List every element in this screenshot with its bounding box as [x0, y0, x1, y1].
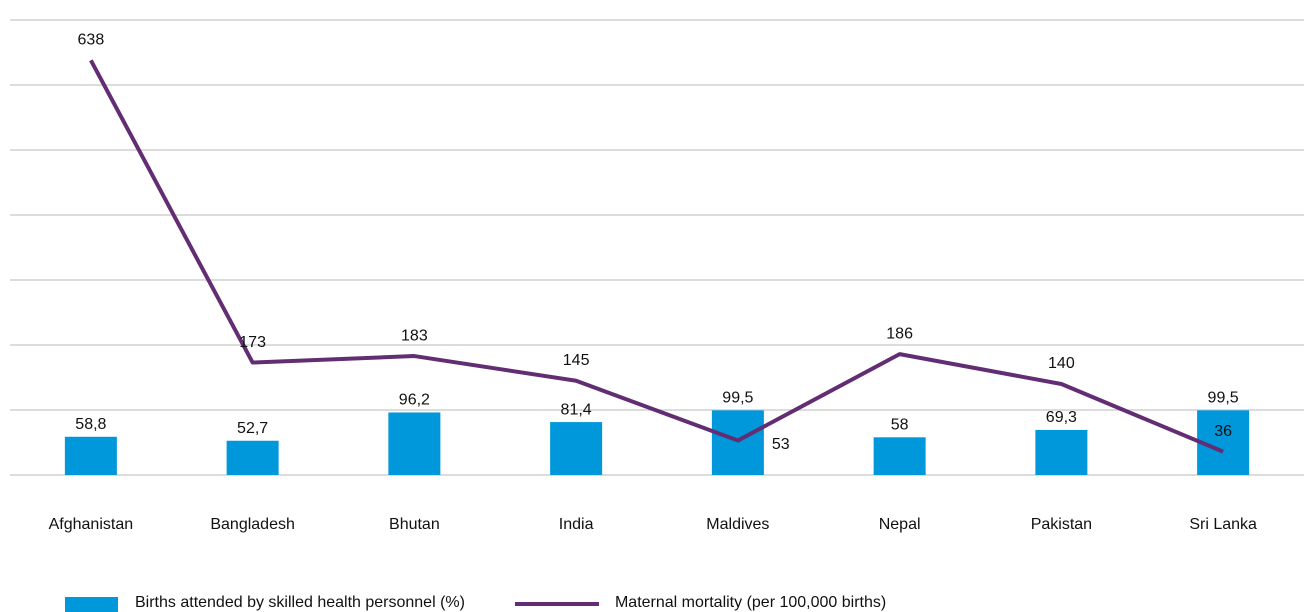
- bar-value-label: 52,7: [237, 420, 268, 437]
- x-tick-label: Pakistan: [1031, 516, 1092, 533]
- x-tick-label: Bangladesh: [210, 516, 295, 533]
- bar-value-label: 69,3: [1046, 409, 1077, 426]
- bar: [226, 440, 279, 475]
- bar-value-label: 81,4: [561, 401, 592, 418]
- x-tick-label: Sri Lanka: [1189, 516, 1257, 533]
- line-value-label: 145: [563, 352, 590, 369]
- x-tick-label: Maldives: [706, 516, 769, 533]
- bar: [1035, 429, 1088, 475]
- line-value-label: 53: [772, 436, 790, 453]
- bar: [388, 412, 441, 475]
- bar-value-label: 58: [891, 417, 909, 434]
- line: [89, 59, 1224, 454]
- legend-swatch: [65, 597, 118, 612]
- line-value-label: 36: [1214, 423, 1232, 440]
- line-value-label: 186: [886, 325, 913, 342]
- line-value-label: 638: [78, 32, 105, 49]
- legend-label: Maternal mortality (per 100,000 births): [615, 594, 886, 611]
- bar-value-label: 99,5: [1208, 390, 1239, 407]
- bar: [711, 410, 764, 475]
- x-tick-label: India: [559, 516, 594, 533]
- bar: [873, 437, 926, 475]
- x-tick-label: Nepal: [879, 516, 921, 533]
- bar: [550, 422, 603, 475]
- bar-value-label: 58,8: [75, 416, 106, 433]
- line-value-label: 173: [239, 334, 266, 351]
- line-value-label: 140: [1048, 355, 1075, 372]
- legend-label: Births attended by skilled health person…: [135, 594, 465, 611]
- x-tick-label: Bhutan: [389, 516, 440, 533]
- line-value-label: 183: [401, 327, 428, 344]
- bar: [64, 436, 117, 475]
- x-tick-label: Afghanistan: [49, 516, 134, 533]
- bar-value-label: 96,2: [399, 392, 430, 409]
- bar-value-label: 99,5: [722, 390, 753, 407]
